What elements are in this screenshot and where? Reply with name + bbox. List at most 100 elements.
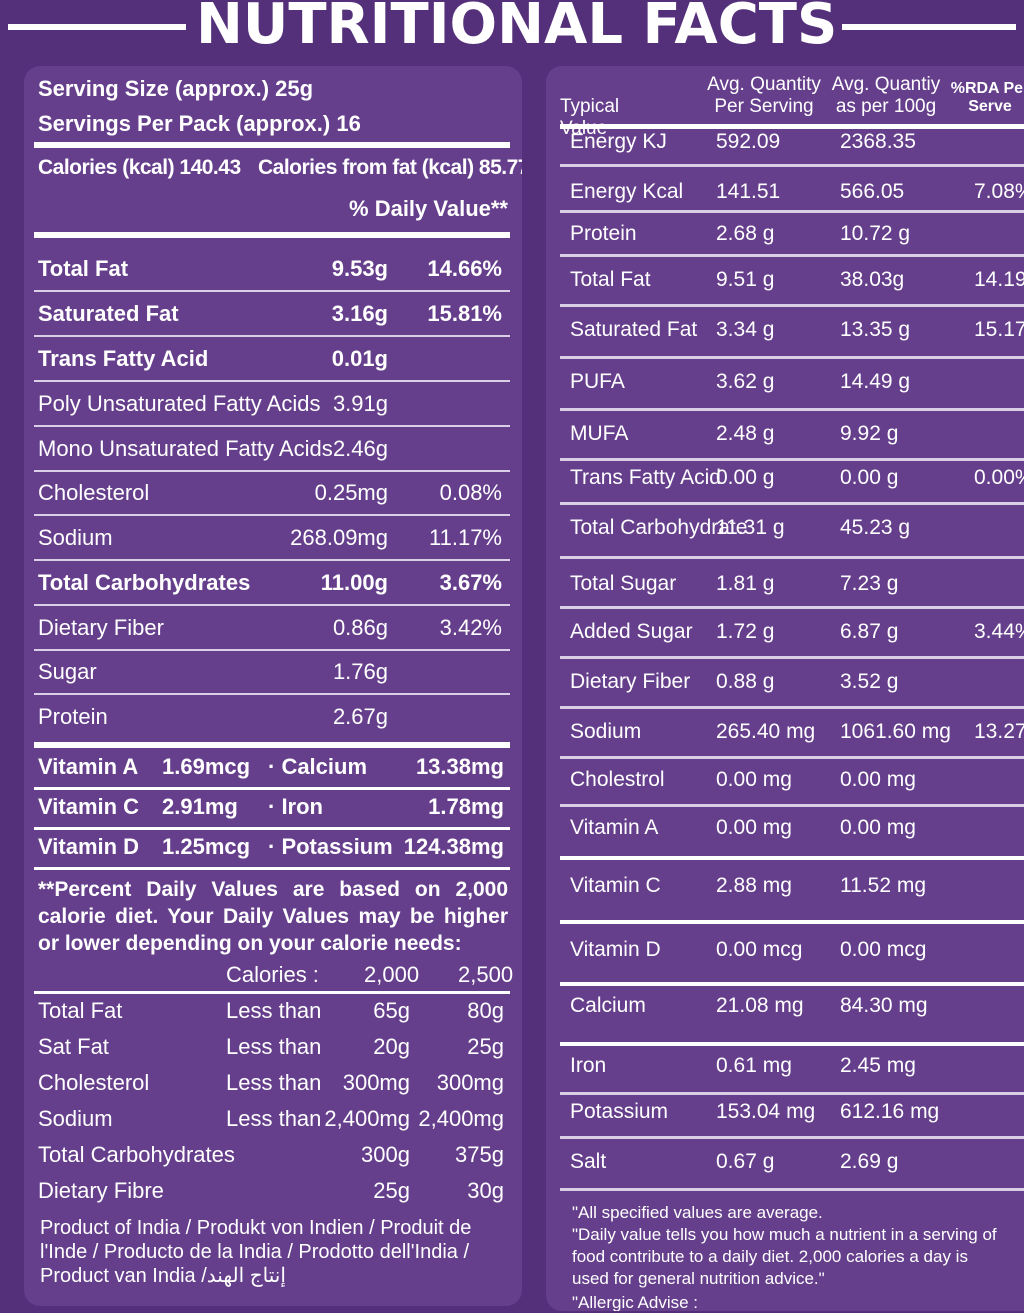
- eu-per-serving: 2.88 mg: [716, 874, 792, 897]
- page-title: NUTRITIONAL FACTS: [196, 0, 838, 57]
- eu-nutrient-name: Total Sugar: [570, 572, 677, 595]
- eu-per-100g: 0.00 mg: [840, 816, 916, 839]
- calories: Calories (kcal) 140.43: [38, 156, 241, 179]
- nutrient-amount: 11.00g: [320, 570, 388, 595]
- header-rule-left: [8, 24, 186, 30]
- eu-per-serving: 3.34 g: [716, 318, 775, 341]
- nutrient-name: Mono Unsaturated Fatty Acids: [38, 436, 333, 461]
- nutrient-daily-value: 14.66%: [427, 256, 502, 281]
- divider: [560, 502, 1024, 505]
- divider: [560, 408, 1024, 411]
- mineral-value: 1.78mg: [428, 794, 504, 819]
- eu-rda: 15.17%: [974, 318, 1024, 341]
- nutrient-amount: 2.67g: [332, 704, 388, 729]
- nutrient-daily-value: 0.08%: [439, 480, 502, 505]
- vitamin-name: Vitamin C: [38, 794, 140, 819]
- divider: [34, 380, 510, 382]
- eu-per-serving: 3.62 g: [716, 370, 775, 393]
- nutrient-name: Dietary Fiber: [38, 615, 164, 640]
- eu-per-serving: 0.00 mg: [716, 816, 792, 839]
- nutrient-amount: 268.09mg: [290, 525, 388, 550]
- eu-per-serving: 0.00 mcg: [716, 938, 803, 961]
- eu-nutrient-name: Added Sugar: [570, 620, 693, 643]
- eu-nutrient-name: Potassium: [570, 1100, 669, 1123]
- divider: [34, 559, 510, 561]
- nutrient-amount: 3.16g: [331, 301, 388, 326]
- eu-nutrient-name: Salt: [570, 1150, 607, 1173]
- divider: [560, 556, 1024, 559]
- nutrient-name: Sodium: [38, 525, 113, 550]
- col-rda: %RDA Per Serve: [950, 80, 1024, 115]
- limit-2000: 65g: [373, 998, 410, 1023]
- nutrient-amount: 0.86g: [332, 615, 388, 640]
- divider: [560, 254, 1024, 257]
- calories-ref-label: Calories :: [226, 962, 319, 987]
- divider: [560, 1136, 1024, 1139]
- divider: [34, 470, 510, 472]
- divider: [560, 356, 1024, 359]
- eu-nutrient-name: PUFA: [570, 370, 625, 393]
- limit-2500: 25g: [467, 1034, 504, 1059]
- limit-2500: 375g: [455, 1142, 504, 1167]
- eu-nutrient-name: Trans Fatty Acid: [570, 466, 721, 489]
- vitamin-value: 1.69mcg: [162, 754, 251, 779]
- eu-per-serving: 153.04 mg: [716, 1100, 816, 1123]
- eu-nutrition-panel: Typical Value Avg. Quantity Per Serving …: [546, 66, 1024, 1311]
- eu-per-100g: 6.87 g: [840, 620, 899, 643]
- eu-per-100g: 14.49 g: [840, 370, 911, 393]
- limit-2000: 300g: [361, 1142, 410, 1167]
- nutrient-amount: 2.46g: [332, 436, 388, 461]
- divider: [34, 142, 510, 148]
- calories-ref-2500: 2,500: [458, 962, 514, 987]
- serving-size: Serving Size (approx.) 25g: [38, 76, 314, 101]
- eu-rda: 14.19%: [974, 268, 1024, 291]
- divider: [560, 706, 1024, 709]
- limit-comparator: Less than: [226, 998, 322, 1023]
- eu-nutrient-name: Energy KJ: [570, 130, 667, 153]
- eu-per-serving: 1.81 g: [716, 572, 775, 595]
- divider: [560, 210, 1024, 213]
- nutrient-name: Poly Unsaturated Fatty Acids: [38, 391, 321, 416]
- limit-2500: 30g: [467, 1178, 504, 1203]
- divider: [560, 606, 1024, 609]
- eu-per-serving: 0.00 g: [716, 466, 775, 489]
- divider: [34, 991, 510, 994]
- eu-per-serving: 11.31 g: [716, 516, 785, 539]
- header: NUTRITIONAL FACTS: [0, 0, 1024, 58]
- nutrient-name: Trans Fatty Acid: [38, 346, 209, 371]
- eu-nutrient-name: MUFA: [570, 422, 629, 445]
- eu-per-serving: 0.61 mg: [716, 1054, 792, 1077]
- vitamin-value: 2.91mg: [162, 794, 238, 819]
- eu-nutrient-name: Saturated Fat: [570, 318, 698, 341]
- mineral-name: · Iron: [268, 794, 323, 819]
- eu-per-100g: 566.05: [840, 180, 905, 203]
- divider: [34, 867, 510, 870]
- product-origin: Product of India / Produkt von Indien / …: [40, 1217, 472, 1287]
- vitamin-name: Vitamin A: [38, 754, 139, 779]
- eu-nutrient-name: Sodium: [570, 720, 642, 743]
- nutrient-daily-value: 11.17%: [429, 525, 502, 550]
- vitamin-value: 1.25mcg: [162, 834, 251, 859]
- eu-nutrient-name: Calcium: [570, 994, 646, 1017]
- nutrient-amount: 9.53g: [331, 256, 388, 281]
- eu-per-serving: 2.68 g: [716, 222, 775, 245]
- footnote: "All specified values are average.: [572, 1203, 823, 1222]
- vitamin-name: Vitamin D: [38, 834, 140, 859]
- eu-per-serving: 0.67 g: [716, 1150, 775, 1173]
- eu-nutrient-name: Iron: [570, 1054, 607, 1077]
- eu-per-100g: 2.69 g: [840, 1150, 899, 1173]
- eu-per-100g: 9.92 g: [840, 422, 899, 445]
- divider: [34, 649, 510, 651]
- eu-per-serving: 141.51: [716, 180, 781, 203]
- eu-per-100g: 1061.60 mg: [840, 720, 951, 743]
- nutrient-name: Sugar: [38, 659, 97, 684]
- eu-nutrient-name: Vitamin D: [570, 938, 661, 961]
- eu-nutrient-name: Vitamin C: [570, 874, 661, 897]
- limit-2500: 2,400mg: [418, 1106, 504, 1131]
- eu-nutrient-name: Protein: [570, 222, 637, 245]
- nutrient-name: Protein: [38, 704, 108, 729]
- divider: [34, 232, 510, 238]
- nutrient-daily-value: 3.42%: [439, 615, 502, 640]
- mineral-name: · Calcium: [268, 754, 368, 779]
- divider: [560, 920, 1024, 924]
